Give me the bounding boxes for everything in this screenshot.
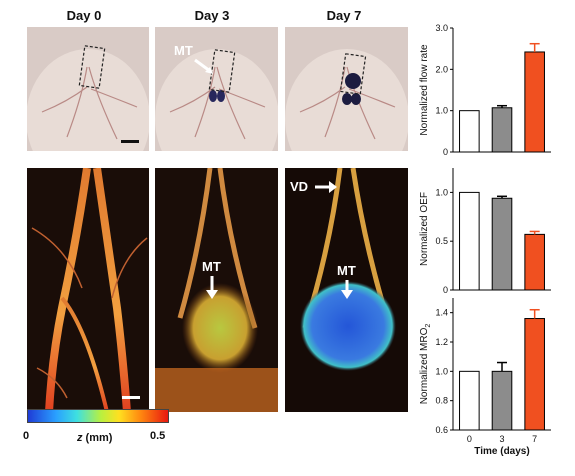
y-tick-label: 1.4 [435, 308, 448, 318]
photo-day-0-drawing [27, 27, 149, 151]
oct-day-7: VD MT [285, 168, 408, 412]
colorbar-title: z (mm) [77, 432, 112, 444]
day-3-label: Day 3 [194, 8, 230, 23]
bar [459, 370, 480, 431]
bar [459, 110, 480, 153]
chart-1: 0 1.0 2.0 3.0 Normalized flow rate [419, 23, 551, 157]
vd-label: VD [290, 179, 309, 194]
day-7-label: Day 7 [326, 8, 362, 23]
x-tick-label: 7 [532, 434, 537, 444]
bar [524, 233, 545, 291]
y-tick-label: 0.5 [435, 236, 448, 246]
x-tick-label: 3 [499, 434, 504, 444]
y-tick-label: 0 [443, 285, 448, 295]
mt-label-day-3-photo: MT [174, 43, 193, 58]
mt-label-day-3-oct: MT [202, 259, 221, 274]
bar [524, 51, 545, 153]
y-tick-label: 2.0 [435, 64, 448, 74]
depth-colorbar [27, 409, 169, 423]
y-tick-label: 0 [443, 147, 448, 157]
bar [459, 191, 480, 291]
y-axis-label: Normalized OEF [419, 192, 430, 266]
oct-day-3: MT [155, 168, 278, 412]
bar [524, 318, 545, 431]
photo-day-3: MT [155, 27, 278, 151]
y-tick-label: 1.0 [435, 366, 448, 376]
photo-day-3-drawing [155, 27, 278, 151]
y-tick-label: 1.0 [435, 187, 448, 197]
oct-day-3-drawing [155, 168, 278, 412]
y-tick-label: 0.8 [435, 396, 448, 406]
photo-day-0 [27, 27, 149, 151]
chart-2: 0 0.5 1.0 Normalized OEF [419, 168, 551, 295]
oct-day-0-drawing [27, 168, 149, 412]
bar [491, 370, 513, 431]
bar [491, 197, 513, 291]
y-tick-label: 0.6 [435, 425, 448, 435]
day-0-label: Day 0 [66, 8, 102, 23]
colorbar-max-label: 0.5 [150, 430, 166, 442]
mt-label-day-7-oct: MT [337, 263, 356, 278]
photo-day-7 [285, 27, 408, 151]
x-tick-label: 0 [467, 434, 472, 444]
colorbar-title-unit: (mm) [82, 432, 113, 444]
oct-day-7-drawing [285, 168, 408, 412]
y-tick-label: 1.0 [435, 106, 448, 116]
oct-day-0 [27, 168, 149, 412]
x-axis-label: Time (days) [474, 446, 529, 457]
y-tick-label: 3.0 [435, 23, 448, 33]
bar [491, 107, 513, 153]
photo-day-7-drawing [285, 27, 408, 151]
colorbar-min-label: 0 [23, 430, 30, 442]
y-axis-label-subscript: 2 [425, 324, 432, 328]
colorbar-title-z: z [77, 432, 83, 444]
y-axis-label: Normalized flow rate [419, 44, 430, 136]
y-axis-label: Normalized MRO2 [419, 324, 432, 405]
y-tick-label: 1.2 [435, 337, 448, 347]
